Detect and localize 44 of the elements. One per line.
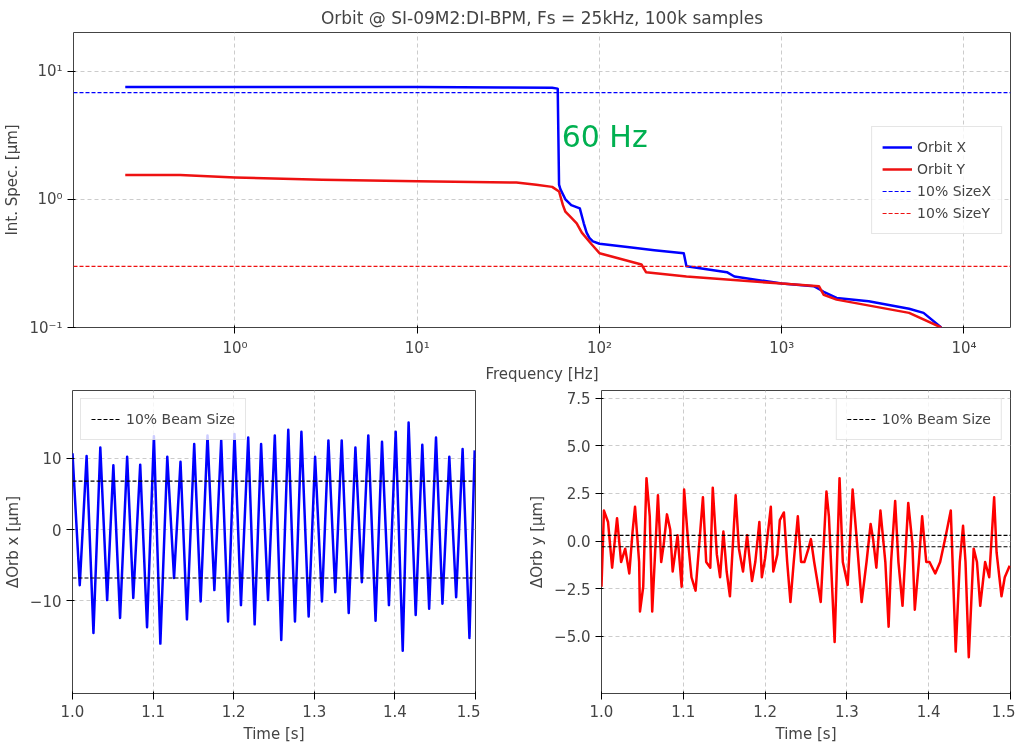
x-tick-label: 1.5 [456, 702, 481, 721]
x-tick-label: 10² [586, 338, 613, 357]
legend-label: Orbit X [917, 138, 967, 155]
x-axis-title: Time [s] [242, 724, 305, 743]
x-tick-label: 1.1 [141, 702, 166, 721]
y-axis-title: ΔOrb x [μm] [3, 495, 22, 589]
x-tick-label: 1.0 [60, 702, 85, 721]
x-tick-label: 10¹ [404, 338, 430, 357]
line-series [601, 476, 1011, 659]
x-tick-label: 1.4 [382, 702, 407, 721]
y-tick-label: 10¹ [37, 62, 63, 81]
x-tick-label: 1.2 [221, 702, 246, 721]
x-tick-label: 1.0 [589, 702, 614, 721]
y-tick-label: −5.0 [554, 628, 591, 647]
legend-label: 10% SizeY [917, 204, 990, 221]
x-tick-label: 1.2 [753, 702, 778, 721]
x-tick-label: 1.4 [916, 702, 941, 721]
legend-label: 10% SizeX [917, 182, 991, 199]
y-tick-label: 10⁻¹ [29, 318, 63, 337]
x-tick-label: 10⁰ [222, 338, 248, 357]
x-tick-label: 1.3 [302, 702, 327, 721]
x-axis-title: Frequency [Hz] [485, 364, 599, 383]
legend-label: 10% Beam Size [881, 411, 991, 427]
legend-label: Orbit Y [917, 160, 966, 177]
x-tick-label: 10⁴ [951, 338, 977, 357]
y-tick-label: 2.5 [566, 485, 591, 504]
y-axis-title: Int. Spec. [μm] [3, 124, 22, 236]
y-tick-label: −2.5 [554, 580, 591, 599]
x-tick-label: 1.1 [671, 702, 696, 721]
x-tick-label: 1.3 [834, 702, 859, 721]
y-tick-label: 10 [42, 450, 62, 469]
y-tick-label: −10 [29, 592, 62, 611]
y-axis-title: ΔOrb y [μm] [528, 495, 547, 589]
y-tick-label: 7.5 [566, 390, 591, 409]
y-tick-label: 0.0 [566, 533, 591, 552]
x-tick-label: 10³ [769, 338, 795, 357]
y-tick-label: 0 [51, 521, 62, 540]
y-tick-label: 10⁰ [37, 190, 63, 209]
legend-label: 10% Beam Size [126, 411, 236, 427]
y-tick-label: 5.0 [566, 437, 591, 456]
x-tick-label: 1.5 [991, 702, 1016, 721]
x-axis-title: Time [s] [774, 724, 837, 743]
chart-title: Orbit @ SI-09M2:DI-BPM, Fs = 25kHz, 100k samples [320, 7, 764, 28]
annotation: 60 Hz [561, 118, 648, 154]
